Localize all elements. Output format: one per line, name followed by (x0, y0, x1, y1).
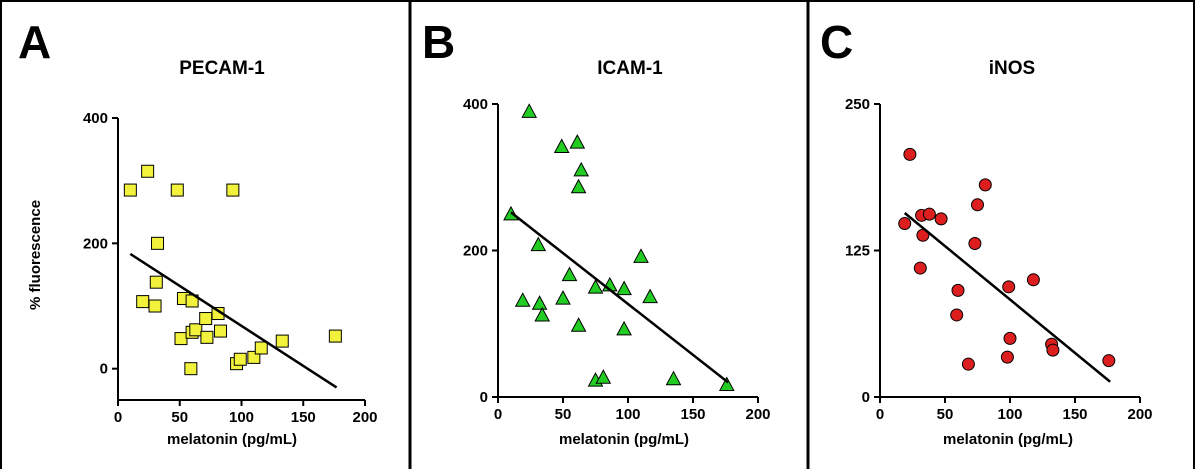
data-point-triangle (570, 178, 587, 194)
data-point-square (189, 323, 203, 337)
data-point-square (226, 183, 240, 197)
x-tick-label: 150 (680, 406, 705, 423)
data-point-square (141, 164, 155, 178)
data-point-square (199, 312, 213, 326)
data-point-triangle (665, 370, 682, 386)
x-axis-label-a: melatonin (pg/mL) (167, 431, 297, 448)
y-tick-label: 400 (463, 96, 488, 113)
data-point-square (149, 275, 163, 289)
data-point-triangle (553, 138, 570, 153)
chart-title-b: ICAM-1 (597, 58, 663, 79)
data-point-triangle (534, 306, 551, 322)
x-tick-label: 50 (171, 409, 188, 426)
data-point-triangle (595, 369, 612, 384)
data-point-triangle (561, 266, 578, 282)
y-tick-label: 200 (463, 243, 488, 260)
data-point-circle (1046, 343, 1060, 357)
x-tick-label: 100 (997, 406, 1022, 423)
data-point-square (174, 332, 188, 346)
regression-line (903, 212, 1111, 383)
data-point-square (233, 352, 247, 366)
data-point-circle (971, 198, 984, 212)
x-tick-label: 200 (1127, 406, 1152, 423)
panel-letter-a: A (18, 16, 51, 68)
data-point-triangle (616, 320, 632, 336)
data-point-square (170, 183, 184, 197)
data-point-square (151, 236, 165, 250)
panel-letter-b: B (422, 16, 455, 68)
plot-area-pecam1: 0 200 400 0 50 100 150 200 (83, 110, 378, 426)
data-point-circle (1002, 280, 1016, 294)
regression-line (510, 211, 729, 384)
y-tick-label: 125 (845, 243, 870, 260)
data-point-triangle (587, 279, 604, 294)
data-point-circle (950, 308, 964, 322)
x-tick-label: 100 (615, 406, 640, 423)
x-tick-label: 200 (745, 406, 770, 423)
regression-line (129, 252, 338, 389)
x-axis-label-b: melatonin (pg/mL) (559, 431, 689, 448)
data-point-triangle (570, 317, 587, 332)
x-axis-label-c: melatonin (pg/mL) (943, 431, 1073, 448)
y-tick-label: 0 (100, 361, 108, 378)
panel-letter-c: C (820, 16, 853, 68)
data-point-circle (968, 236, 982, 250)
data-point-square (214, 324, 228, 338)
data-point-circle (1026, 273, 1040, 287)
y-axis-label: % fluorescence (27, 200, 44, 310)
y-tick-label: 0 (862, 389, 870, 406)
chart-title-a: PECAM-1 (179, 58, 265, 79)
data-point-circle (1102, 354, 1116, 368)
plot-area-inos: 0 125 250 0 50 100 150 200 (845, 96, 1153, 423)
data-point-square (328, 329, 342, 343)
x-tick-label: 0 (114, 409, 122, 426)
x-tick-label: 100 (229, 409, 254, 426)
data-point-triangle (573, 161, 590, 177)
data-point-square (184, 362, 198, 376)
plot-area-icam1: 0 200 400 0 50 100 150 200 (463, 96, 771, 423)
data-point-square (200, 330, 214, 344)
data-point-square (254, 341, 268, 355)
data-point-circle (922, 207, 936, 221)
x-tick-label: 50 (555, 406, 572, 423)
data-point-circle (961, 357, 975, 371)
data-point-triangle (616, 280, 632, 296)
data-point-triangle (521, 103, 538, 118)
data-point-circle (951, 283, 965, 297)
y-tick-label: 400 (83, 110, 108, 127)
x-tick-label: 0 (876, 406, 884, 423)
data-point-circle (1000, 350, 1014, 364)
data-point-square (275, 334, 289, 348)
data-point-circle (934, 212, 948, 226)
y-tick-label: 250 (845, 96, 870, 113)
data-point-circle (1003, 331, 1017, 345)
data-point-circle (913, 261, 927, 275)
y-tick-label: 0 (480, 389, 488, 406)
data-point-triangle (633, 248, 649, 263)
data-point-triangle (642, 288, 658, 304)
data-point-triangle (555, 290, 571, 305)
x-tick-label: 200 (352, 409, 377, 426)
data-point-square (123, 183, 137, 197)
data-point-square (148, 299, 162, 313)
data-point-circle (978, 178, 992, 192)
data-point-triangle (514, 292, 531, 307)
data-point-triangle (530, 236, 547, 252)
data-point-triangle (531, 295, 548, 310)
data-point-square (136, 295, 150, 309)
x-tick-label: 50 (937, 406, 954, 423)
x-tick-label: 150 (291, 409, 316, 426)
data-point-circle (898, 217, 912, 231)
x-tick-label: 150 (1062, 406, 1087, 423)
y-tick-label: 200 (83, 235, 108, 252)
data-point-circle (903, 147, 917, 161)
data-point-triangle (718, 376, 735, 392)
data-point-triangle (569, 134, 586, 149)
chart-title-c: iNOS (989, 58, 1035, 79)
x-tick-label: 0 (494, 406, 502, 423)
